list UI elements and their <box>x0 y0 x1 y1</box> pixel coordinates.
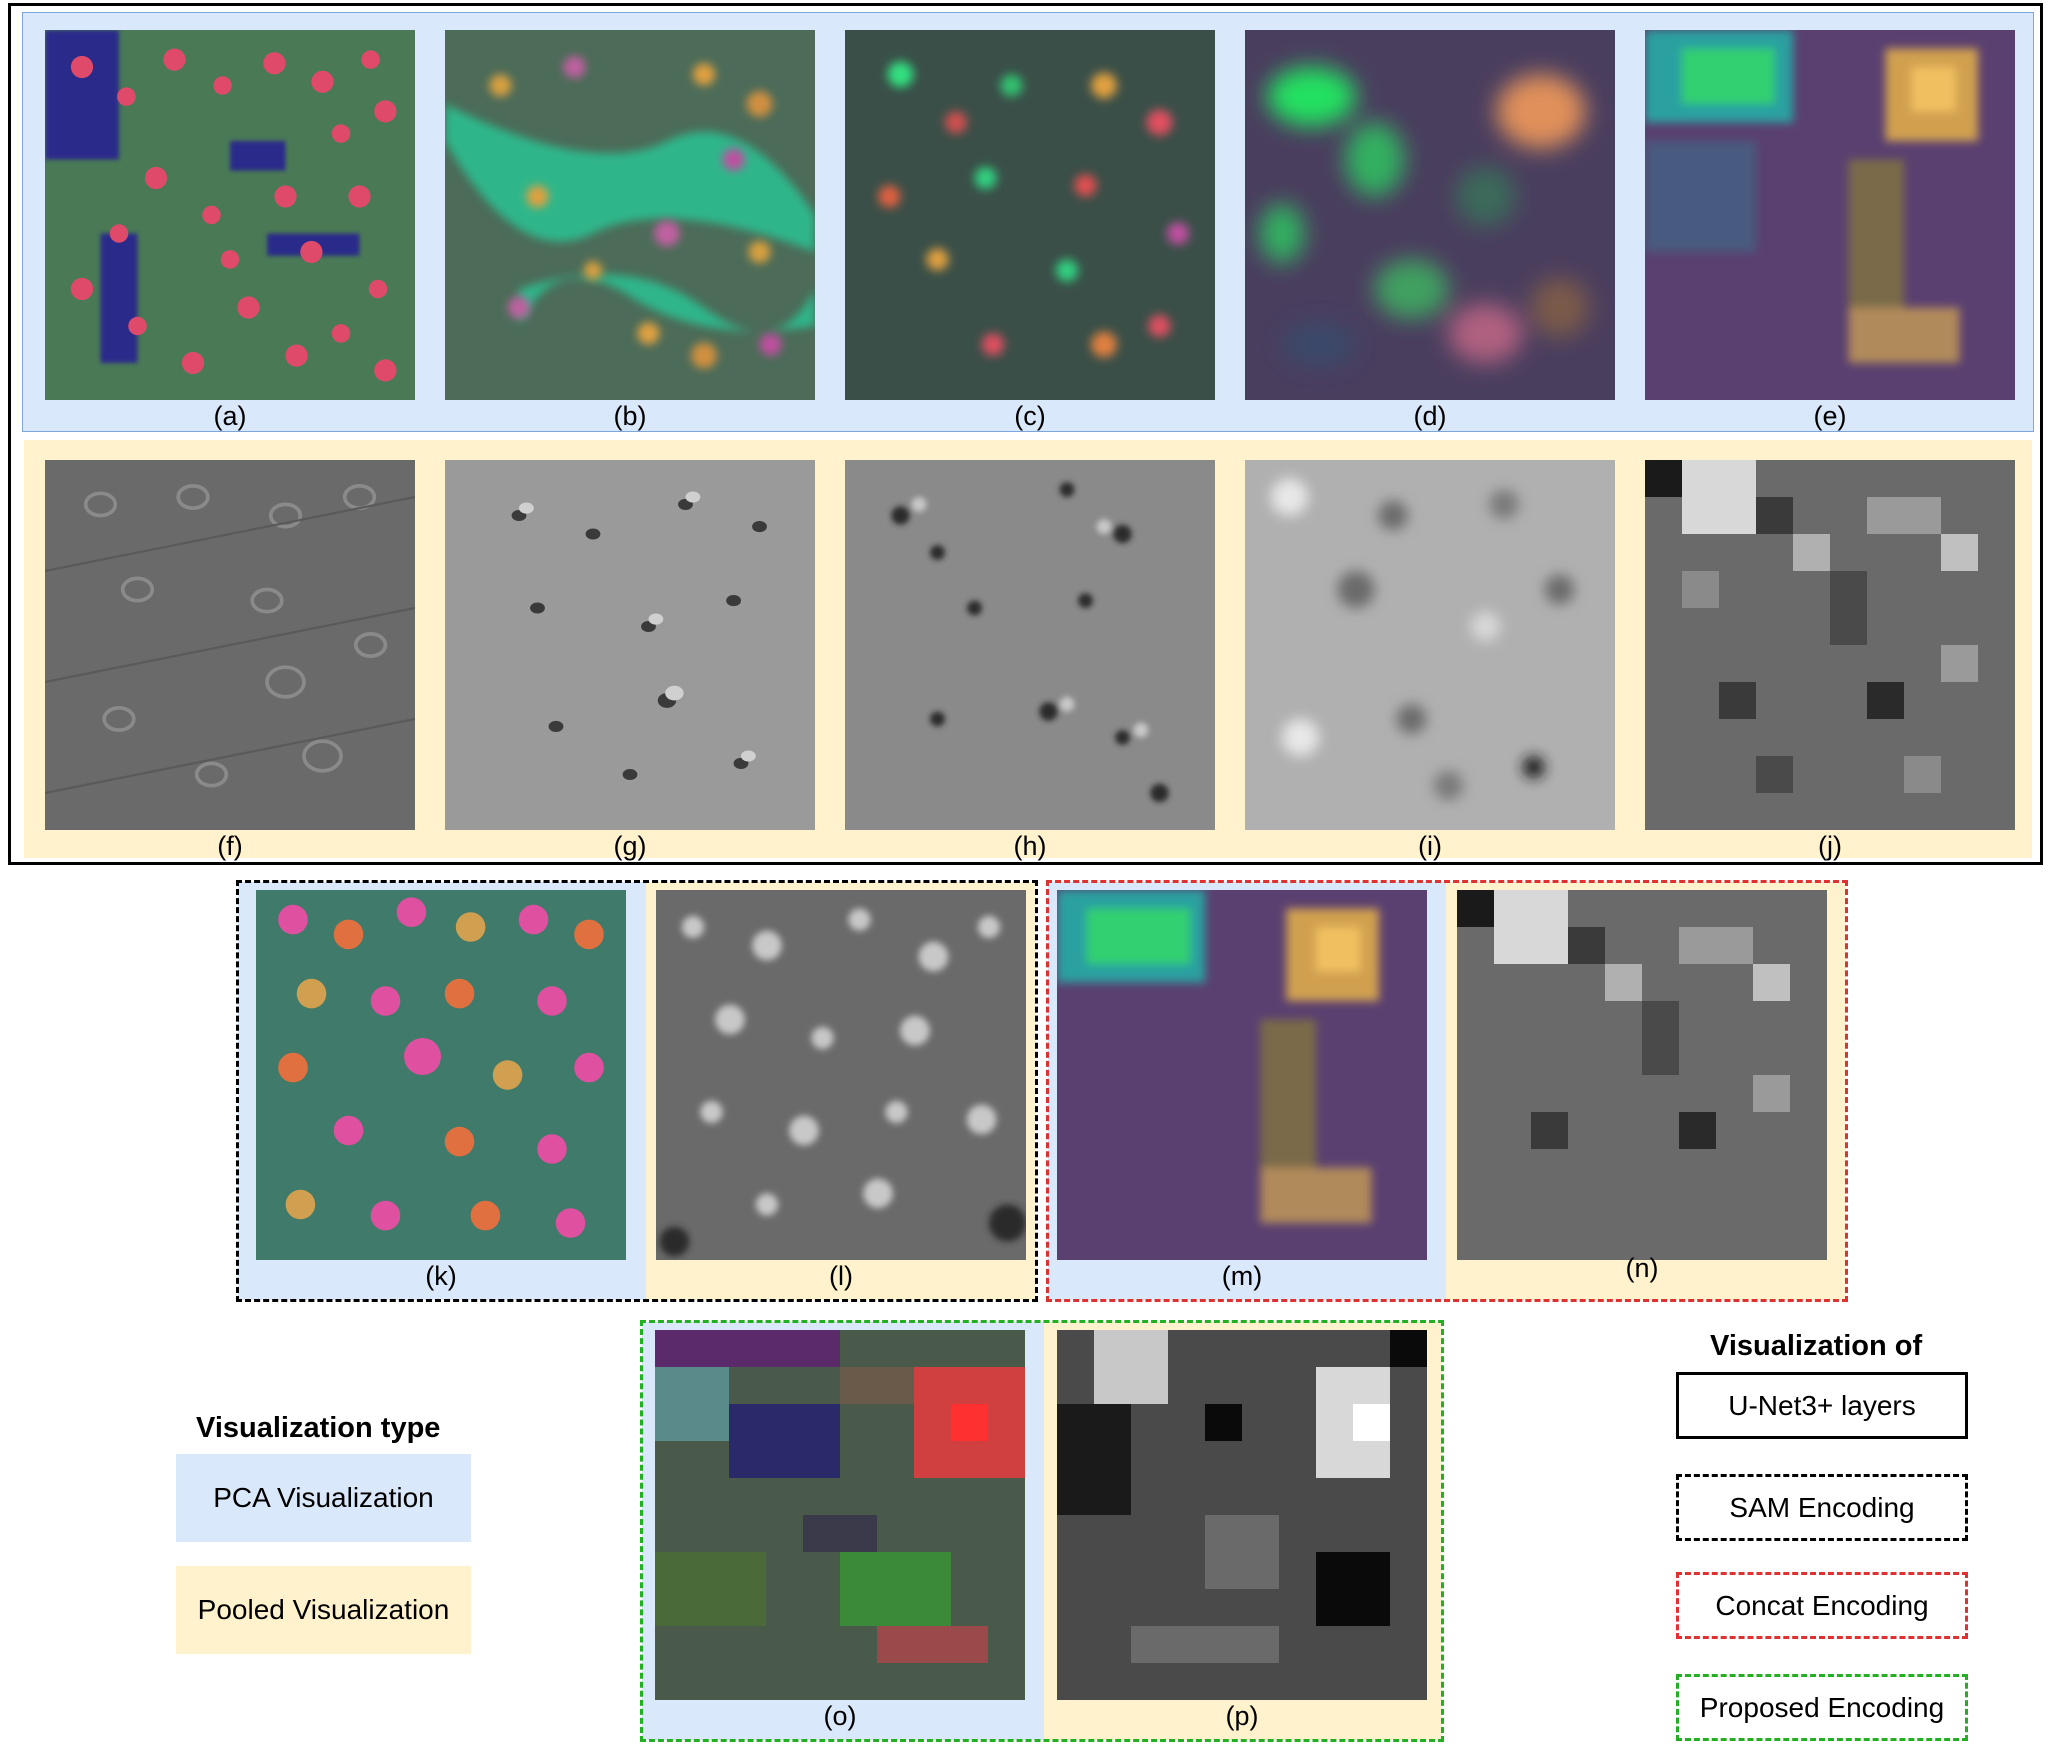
sam-group-border <box>236 880 1038 1302</box>
panel-m-label: (m) <box>1221 1261 1263 1291</box>
panel-i-image <box>1245 460 1615 830</box>
panel-g-image <box>445 460 815 830</box>
panel-p-label: (p) <box>1225 1701 1259 1731</box>
panel-m-image <box>1057 890 1427 1260</box>
legend-proposed: Proposed Encoding <box>1676 1674 1968 1741</box>
panel-g-label: (g) <box>613 831 647 861</box>
panel-o-image <box>655 1330 1025 1700</box>
panel-a-image <box>45 30 415 400</box>
panel-d-image <box>1245 30 1615 400</box>
panel-l-image <box>656 890 1026 1260</box>
panel-k-label: (k) <box>425 1261 457 1291</box>
panel-k-image <box>256 890 626 1260</box>
panel-j-image <box>1645 460 2015 830</box>
legend-sam: SAM Encoding <box>1676 1474 1968 1541</box>
panel-p-image <box>1057 1330 1427 1700</box>
legend-of-title: Visualization of <box>1710 1330 1923 1362</box>
panel-c-image <box>845 30 1215 400</box>
panel-e-label: (e) <box>1813 401 1847 431</box>
legend-unet: U-Net3+ layers <box>1676 1372 1968 1439</box>
panel-o-label: (o) <box>823 1701 857 1731</box>
legend-concat: Concat Encoding <box>1676 1572 1968 1639</box>
panel-i-label: (i) <box>1418 831 1442 861</box>
panel-f-image <box>45 460 415 830</box>
panel-e-image <box>1645 30 2015 400</box>
legend-type-title: Visualization type <box>196 1412 441 1444</box>
legend-pca: PCA Visualization <box>176 1454 471 1542</box>
panel-b-label: (b) <box>613 401 647 431</box>
panel-b-image <box>445 30 815 400</box>
panel-h-image <box>845 460 1215 830</box>
panel-n-image <box>1457 890 1827 1260</box>
panel-a-label: (a) <box>213 401 247 431</box>
legend-pooled: Pooled Visualization <box>176 1566 471 1654</box>
panel-j-label: (j) <box>1818 831 1842 861</box>
panel-l-label: (l) <box>829 1261 853 1291</box>
panel-c-label: (c) <box>1014 401 1046 431</box>
proposed-group-border <box>640 1320 1444 1742</box>
unet-group-border <box>8 3 2043 865</box>
panel-n-label: (n) <box>1625 1253 1659 1283</box>
concat-group-border <box>1046 880 1848 1302</box>
panel-f-label: (f) <box>217 831 243 861</box>
panel-h-label: (h) <box>1013 831 1047 861</box>
panel-d-label: (d) <box>1413 401 1447 431</box>
